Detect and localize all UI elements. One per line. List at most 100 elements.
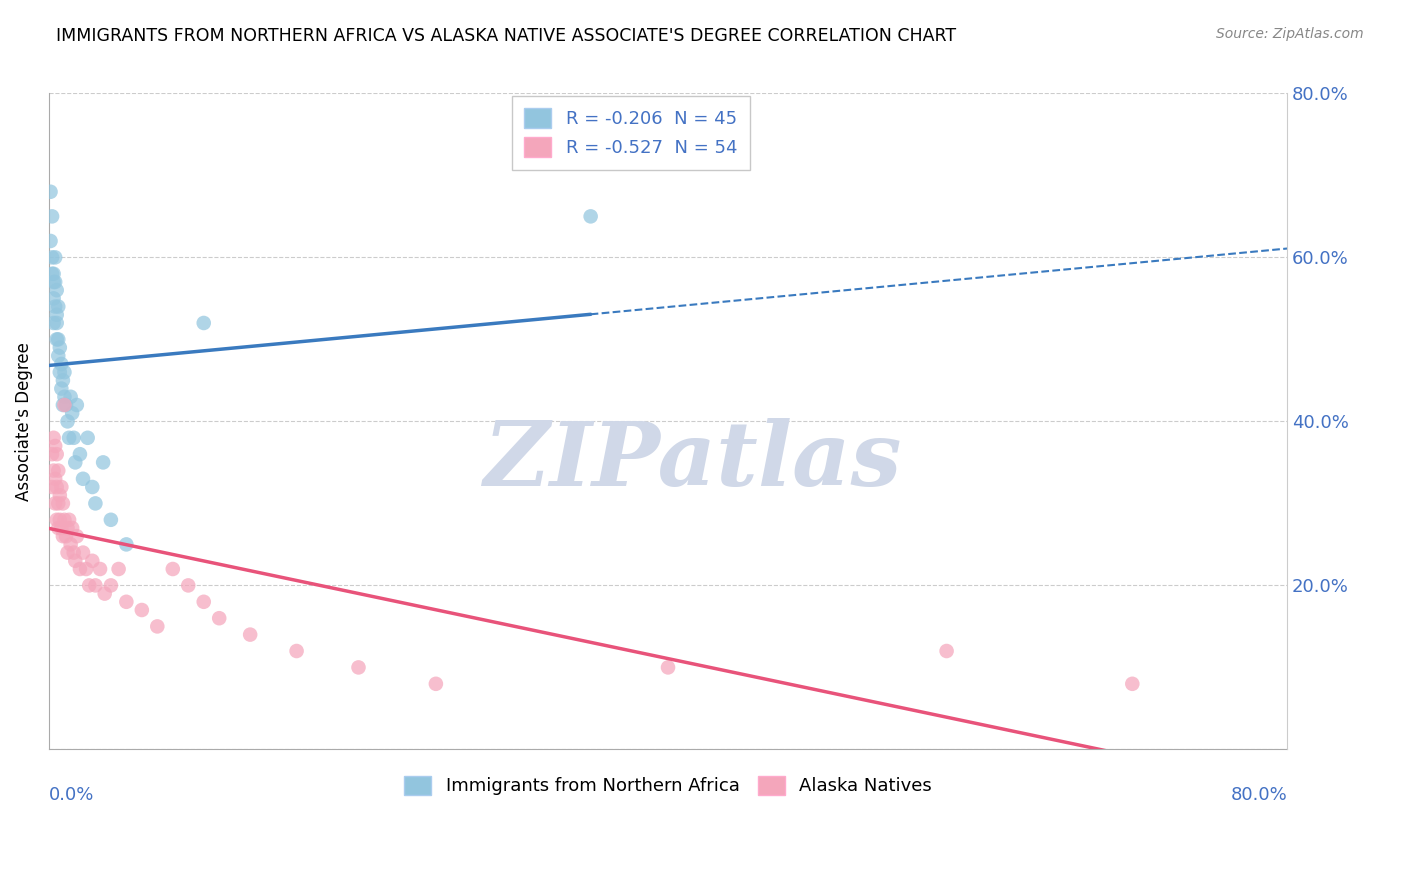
Point — [45, 308, 67, 322]
Point — [59, 390, 82, 404]
Point — [44, 275, 66, 289]
Point — [46, 332, 69, 346]
Point — [115, 537, 138, 551]
Point — [62, 546, 84, 560]
Point — [107, 562, 129, 576]
Point — [285, 644, 308, 658]
Point — [100, 513, 122, 527]
Point — [60, 521, 83, 535]
Point — [66, 398, 89, 412]
Point — [41, 251, 63, 265]
Point — [51, 382, 73, 396]
Point — [146, 619, 169, 633]
Point — [42, 267, 65, 281]
Point — [115, 595, 138, 609]
Point — [49, 341, 72, 355]
Point — [239, 627, 262, 641]
Point — [65, 455, 87, 469]
Point — [65, 554, 87, 568]
Point — [42, 316, 65, 330]
Point — [82, 480, 104, 494]
Point — [89, 562, 111, 576]
Point — [49, 365, 72, 379]
Point — [39, 234, 62, 248]
Point — [56, 521, 79, 535]
Point — [44, 251, 66, 265]
Point — [1121, 677, 1143, 691]
Point — [53, 398, 76, 412]
Point — [72, 546, 94, 560]
Point — [45, 283, 67, 297]
Point — [93, 586, 115, 600]
Point — [425, 677, 447, 691]
Point — [208, 611, 231, 625]
Point — [45, 447, 67, 461]
Point — [347, 660, 370, 674]
Point — [177, 578, 200, 592]
Point — [84, 496, 107, 510]
Point — [91, 455, 114, 469]
Point — [53, 365, 76, 379]
Point — [100, 578, 122, 592]
Point — [46, 521, 69, 535]
Point — [56, 546, 79, 560]
Point — [82, 554, 104, 568]
Point — [69, 562, 91, 576]
Point — [44, 300, 66, 314]
Point — [42, 431, 65, 445]
Point — [46, 349, 69, 363]
Point — [52, 398, 75, 412]
Point — [52, 529, 75, 543]
Text: ZIPatlas: ZIPatlas — [484, 417, 901, 504]
Legend: Immigrants from Northern Africa, Alaska Natives: Immigrants from Northern Africa, Alaska … — [396, 769, 939, 803]
Point — [53, 513, 76, 527]
Text: Source: ZipAtlas.com: Source: ZipAtlas.com — [1216, 27, 1364, 41]
Point — [935, 644, 957, 658]
Point — [193, 316, 215, 330]
Point — [53, 390, 76, 404]
Point — [69, 447, 91, 461]
Point — [77, 578, 100, 592]
Point — [51, 521, 73, 535]
Point — [579, 210, 602, 224]
Point — [72, 472, 94, 486]
Point — [41, 480, 63, 494]
Point — [41, 210, 63, 224]
Point — [41, 267, 63, 281]
Point — [42, 292, 65, 306]
Point — [45, 480, 67, 494]
Point — [56, 414, 79, 428]
Y-axis label: Associate's Degree: Associate's Degree — [15, 342, 32, 500]
Point — [49, 513, 72, 527]
Point — [46, 300, 69, 314]
Point — [657, 660, 679, 674]
Point — [41, 447, 63, 461]
Point — [76, 431, 98, 445]
Point — [42, 275, 65, 289]
Point — [55, 398, 77, 412]
Text: IMMIGRANTS FROM NORTHERN AFRICA VS ALASKA NATIVE ASSOCIATE'S DEGREE CORRELATION : IMMIGRANTS FROM NORTHERN AFRICA VS ALASK… — [56, 27, 956, 45]
Point — [62, 431, 84, 445]
Point — [162, 562, 184, 576]
Point — [39, 185, 62, 199]
Point — [52, 496, 75, 510]
Point — [51, 480, 73, 494]
Point — [58, 431, 80, 445]
Point — [66, 529, 89, 543]
Point — [52, 373, 75, 387]
Point — [46, 464, 69, 478]
Point — [58, 513, 80, 527]
Point — [42, 464, 65, 478]
Point — [131, 603, 153, 617]
Point — [84, 578, 107, 592]
Point — [75, 562, 97, 576]
Point — [49, 488, 72, 502]
Text: 80.0%: 80.0% — [1230, 786, 1286, 804]
Point — [59, 537, 82, 551]
Point — [45, 332, 67, 346]
Text: 0.0%: 0.0% — [49, 786, 94, 804]
Point — [193, 595, 215, 609]
Point — [44, 496, 66, 510]
Point — [44, 472, 66, 486]
Point — [60, 406, 83, 420]
